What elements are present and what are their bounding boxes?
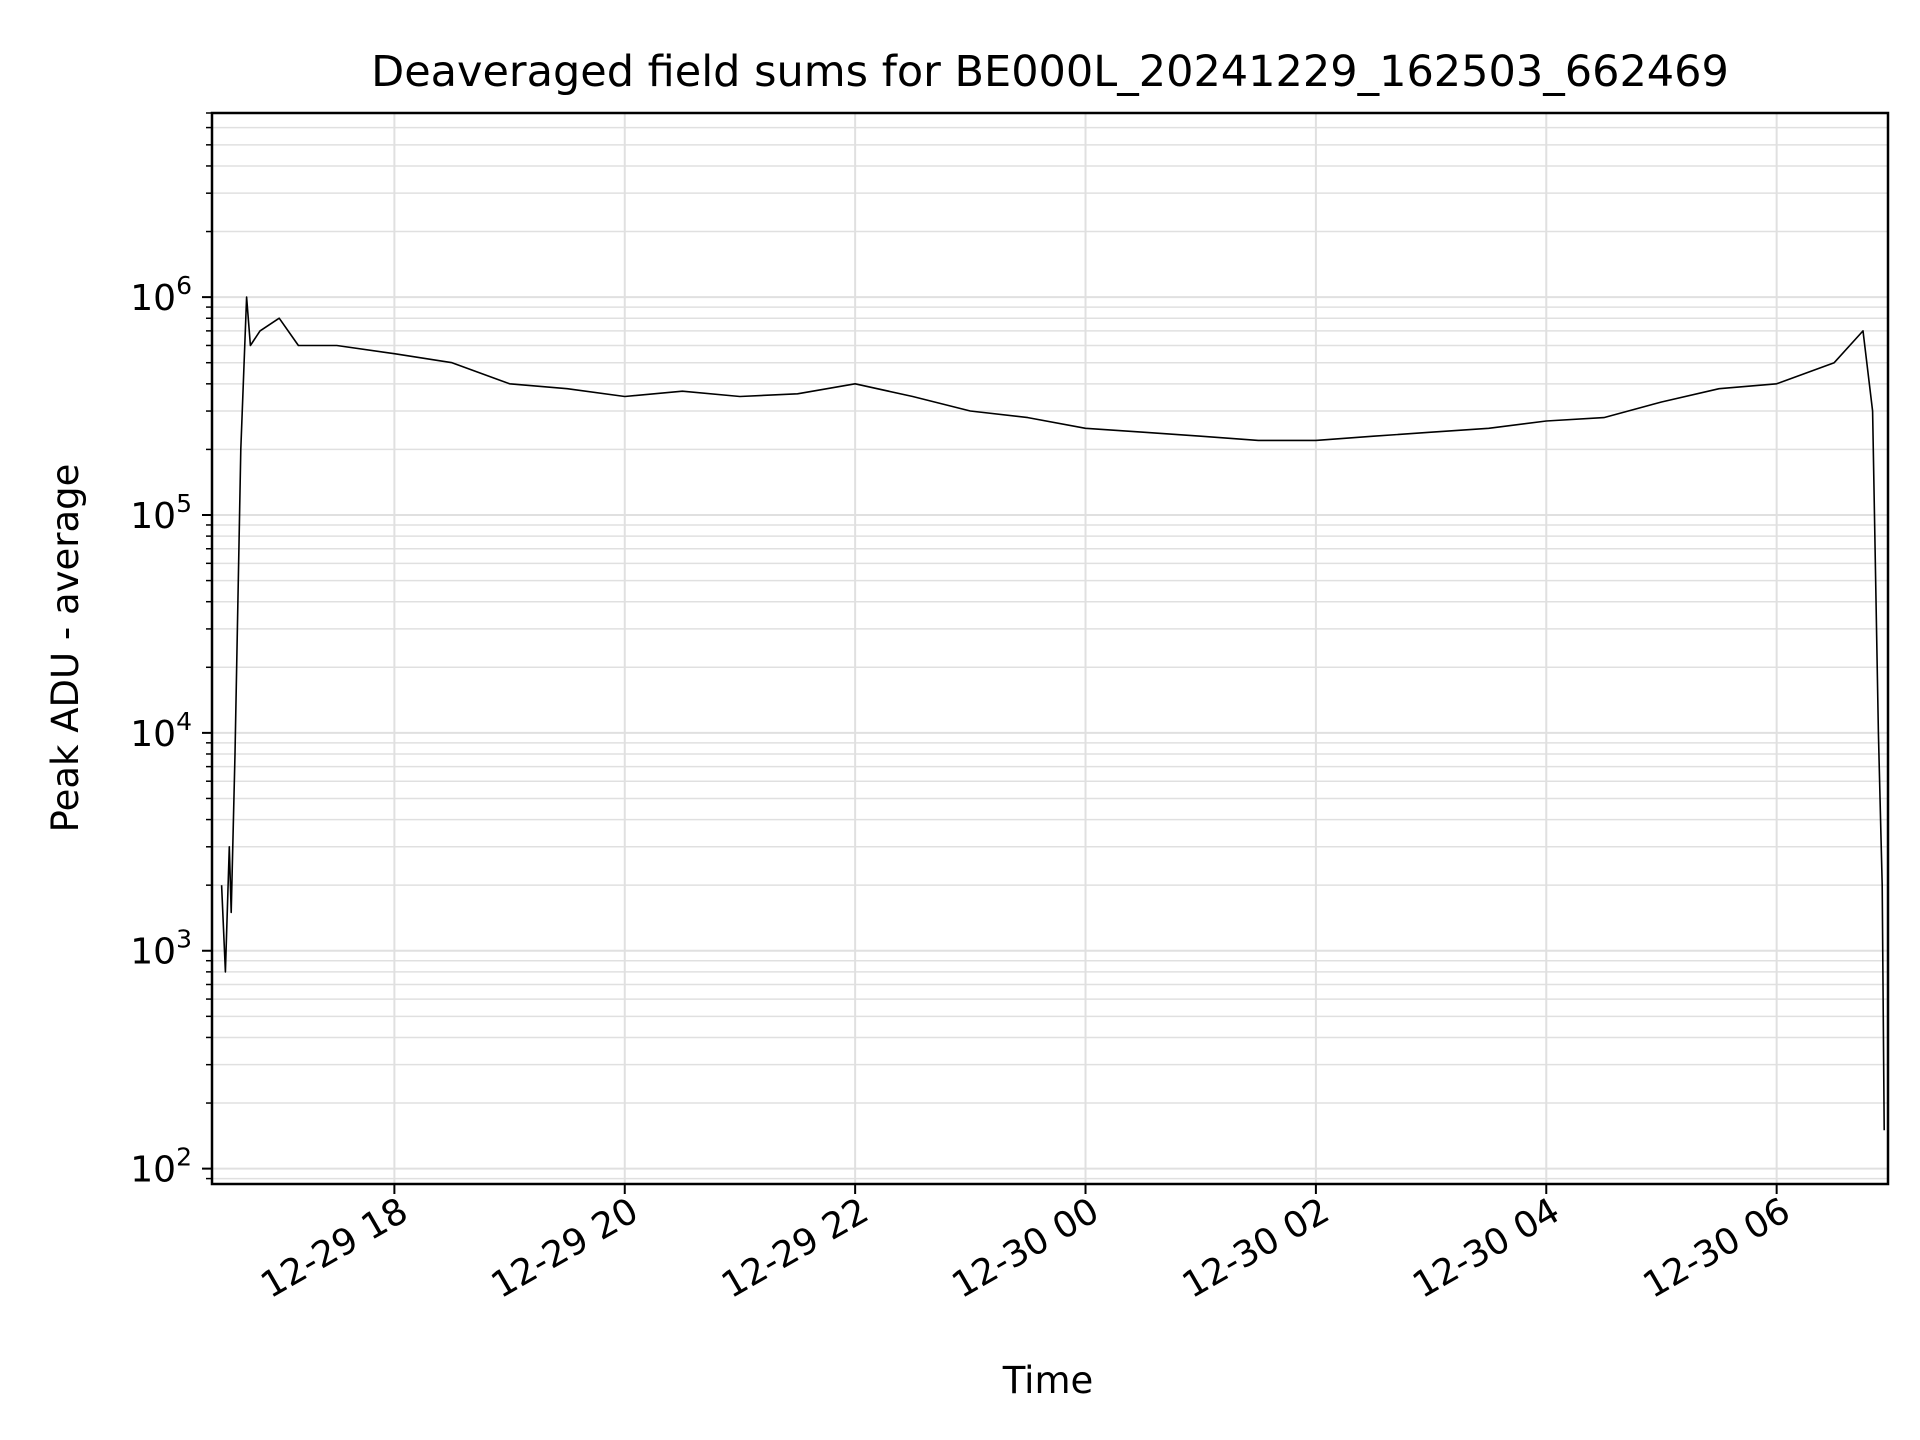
y-tick-label: 103: [130, 925, 192, 973]
y-tick-label: 104: [130, 707, 192, 755]
chart-title: Deaveraged field sums for BE000L_2024122…: [371, 47, 1729, 97]
y-tick-label: 106: [130, 271, 192, 319]
grid: [212, 112, 1888, 1184]
x-axis-label: Time: [1002, 1359, 1094, 1402]
y-axis: 102 103 104 105 106: [130, 112, 212, 1191]
series-group: [220, 296, 1885, 1131]
series-line: [220, 296, 1885, 1131]
y-tick-label: 102: [130, 1143, 192, 1191]
y-axis-label: Peak ADU - average: [44, 464, 87, 833]
y-tick-label: 105: [130, 489, 192, 537]
plot-frame: [210, 111, 1890, 1186]
